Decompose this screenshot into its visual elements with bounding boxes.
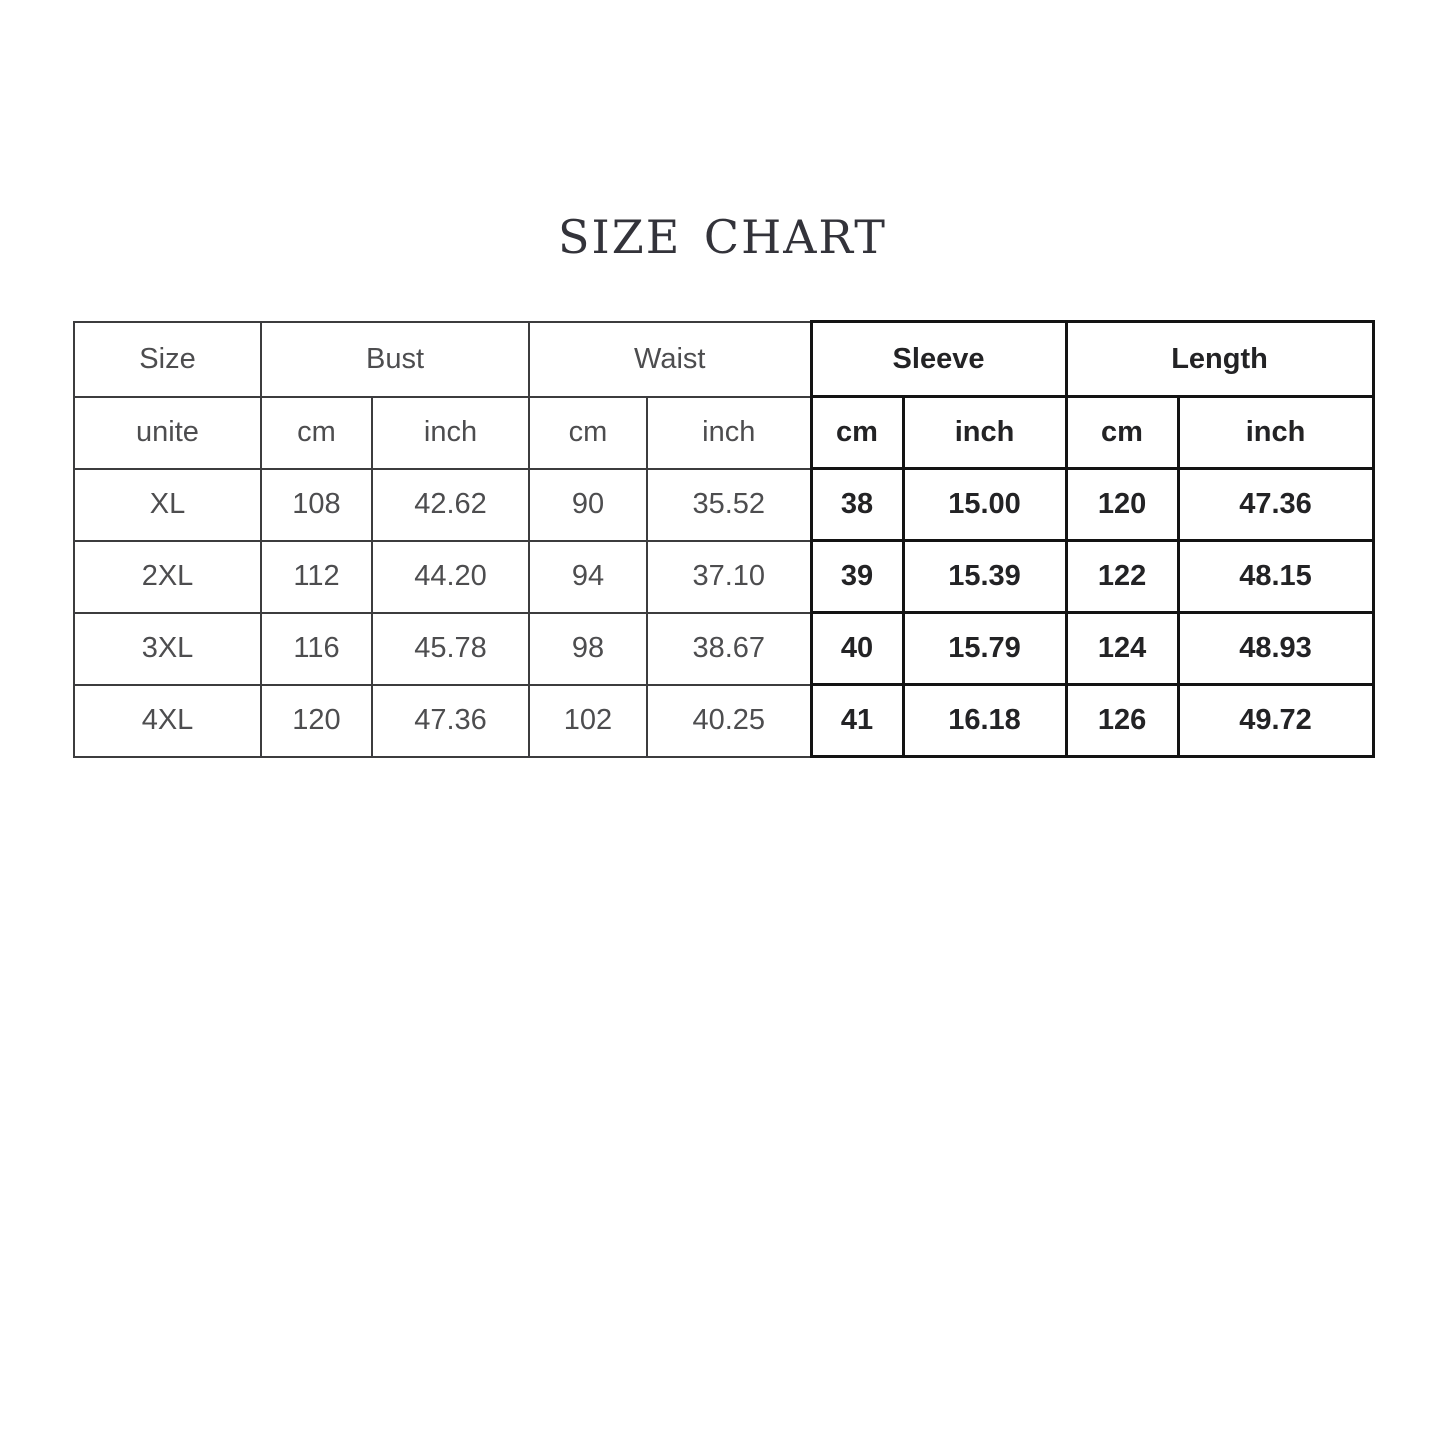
cell-waist-cm: 94 xyxy=(528,539,648,614)
unit-waist-cm: cm xyxy=(528,395,648,470)
table-row-4xl: 4XL 120 47.36 102 40.25 41 16.18 126 49.… xyxy=(73,683,1375,758)
table-row-3xl: 3XL 116 45.78 98 38.67 40 15.79 124 48.9… xyxy=(73,611,1375,686)
cell-length-inch: 48.15 xyxy=(1176,539,1375,614)
cell-length-cm: 122 xyxy=(1064,539,1180,614)
cell-waist-inch: 37.10 xyxy=(646,539,812,614)
unit-sleeve-inch: inch xyxy=(901,395,1068,470)
cell-sleeve-cm: 41 xyxy=(809,683,905,758)
cell-sleeve-cm: 39 xyxy=(809,539,905,614)
cell-sleeve-cm: 40 xyxy=(809,611,905,686)
header-waist: Waist xyxy=(528,320,812,398)
cell-waist-inch: 35.52 xyxy=(646,467,812,542)
table-unit-row: unite cm inch cm inch cm inch cm inch xyxy=(73,395,1375,470)
cell-sleeve-inch: 16.18 xyxy=(901,683,1068,758)
size-chart-table: Size Bust Waist Sleeve Length unite cm i… xyxy=(73,320,1375,758)
page-title: SIZE CHART xyxy=(558,210,887,264)
unit-sleeve-cm: cm xyxy=(809,395,905,470)
cell-size: 4XL xyxy=(73,683,262,758)
cell-bust-inch: 47.36 xyxy=(371,683,530,758)
cell-length-cm: 120 xyxy=(1064,467,1180,542)
table-row-xl: XL 108 42.62 90 35.52 38 15.00 120 47.36 xyxy=(73,467,1375,542)
table-row-2xl: 2XL 112 44.20 94 37.10 39 15.39 122 48.1… xyxy=(73,539,1375,614)
cell-bust-cm: 108 xyxy=(260,467,373,542)
unit-length-cm: cm xyxy=(1064,395,1180,470)
cell-size: XL xyxy=(73,467,262,542)
cell-bust-inch: 42.62 xyxy=(371,467,530,542)
cell-length-inch: 47.36 xyxy=(1176,467,1375,542)
unit-bust-cm: cm xyxy=(260,395,373,470)
cell-sleeve-inch: 15.39 xyxy=(901,539,1068,614)
header-bust: Bust xyxy=(260,320,530,398)
unit-bust-inch: inch xyxy=(371,395,530,470)
unit-label: unite xyxy=(73,395,262,470)
cell-sleeve-cm: 38 xyxy=(809,467,905,542)
cell-sleeve-inch: 15.79 xyxy=(901,611,1068,686)
cell-bust-cm: 112 xyxy=(260,539,373,614)
cell-waist-inch: 40.25 xyxy=(646,683,812,758)
cell-waist-cm: 90 xyxy=(528,467,648,542)
cell-length-cm: 126 xyxy=(1064,683,1180,758)
cell-bust-cm: 120 xyxy=(260,683,373,758)
table-header-row: Size Bust Waist Sleeve Length xyxy=(73,320,1375,398)
cell-waist-inch: 38.67 xyxy=(646,611,812,686)
cell-waist-cm: 102 xyxy=(528,683,648,758)
cell-length-inch: 48.93 xyxy=(1176,611,1375,686)
cell-bust-cm: 116 xyxy=(260,611,373,686)
cell-sleeve-inch: 15.00 xyxy=(901,467,1068,542)
cell-length-inch: 49.72 xyxy=(1176,683,1375,758)
cell-length-cm: 124 xyxy=(1064,611,1180,686)
cell-bust-inch: 44.20 xyxy=(371,539,530,614)
cell-size: 3XL xyxy=(73,611,262,686)
cell-bust-inch: 45.78 xyxy=(371,611,530,686)
header-size: Size xyxy=(73,320,262,398)
unit-waist-inch: inch xyxy=(646,395,812,470)
cell-waist-cm: 98 xyxy=(528,611,648,686)
header-length: Length xyxy=(1064,320,1375,398)
cell-size: 2XL xyxy=(73,539,262,614)
unit-length-inch: inch xyxy=(1176,395,1375,470)
header-sleeve: Sleeve xyxy=(809,320,1068,398)
